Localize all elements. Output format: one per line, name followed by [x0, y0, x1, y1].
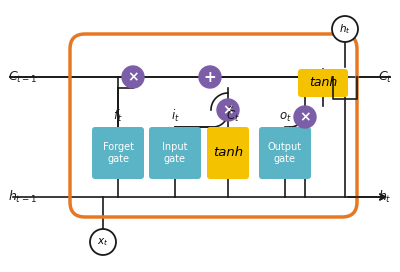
Circle shape [294, 106, 316, 128]
FancyBboxPatch shape [207, 127, 249, 179]
Text: ×: × [299, 110, 311, 124]
Circle shape [122, 66, 144, 88]
Text: $\tilde{C}_t$: $\tilde{C}_t$ [226, 106, 240, 124]
Text: +: + [204, 70, 216, 85]
Text: $x_t$: $x_t$ [97, 236, 109, 248]
Circle shape [199, 66, 221, 88]
FancyBboxPatch shape [298, 69, 348, 97]
Text: ×: × [222, 103, 234, 117]
Text: ×: × [127, 70, 139, 84]
Text: $h_t$: $h_t$ [378, 189, 392, 205]
Text: $C_t$: $C_t$ [378, 69, 392, 85]
Circle shape [90, 229, 116, 255]
FancyBboxPatch shape [92, 127, 144, 179]
Text: $i_t$: $i_t$ [171, 108, 179, 124]
Circle shape [217, 99, 239, 121]
Text: tanh: tanh [309, 76, 337, 89]
Text: $o_t$: $o_t$ [279, 111, 291, 124]
Text: $C_{t-1}$: $C_{t-1}$ [8, 69, 38, 85]
Text: tanh: tanh [213, 147, 243, 159]
FancyBboxPatch shape [259, 127, 311, 179]
Text: $f_t$: $f_t$ [113, 108, 123, 124]
Text: $h_t$: $h_t$ [339, 22, 351, 36]
Text: Output
gate: Output gate [268, 142, 302, 164]
FancyBboxPatch shape [149, 127, 201, 179]
Circle shape [332, 16, 358, 42]
Text: $h_{t-1}$: $h_{t-1}$ [8, 189, 37, 205]
Text: Input
gate: Input gate [162, 142, 188, 164]
Text: Forget
gate: Forget gate [102, 142, 134, 164]
